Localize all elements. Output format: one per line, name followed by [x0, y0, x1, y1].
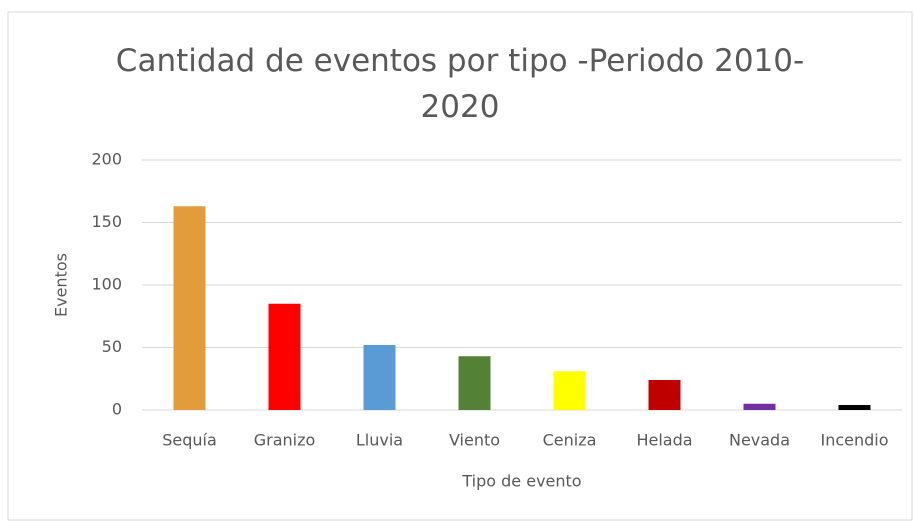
bar	[553, 371, 586, 410]
y-tick-label: 0	[112, 400, 122, 419]
bar	[458, 356, 491, 410]
y-tick-label: 50	[102, 337, 122, 356]
y-tick-label: 100	[91, 275, 122, 294]
chart-title: Cantidad de eventos por tipo -Periodo 20…	[115, 43, 805, 125]
bar	[838, 405, 871, 410]
x-tick-label: Nevada	[729, 431, 790, 450]
x-tick-label: Viento	[449, 431, 500, 450]
y-axis-label: Eventos	[52, 253, 71, 317]
bar	[173, 206, 206, 410]
x-tick-label: Ceniza	[543, 431, 597, 450]
x-tick-label: Helada	[636, 431, 692, 450]
x-tick-label: Lluvia	[356, 431, 403, 450]
bar	[363, 345, 396, 410]
x-tick-label: Incendio	[820, 431, 888, 450]
y-tick-label: 150	[91, 212, 122, 231]
x-axis-label: Tipo de evento	[461, 472, 581, 491]
chart-border	[7, 11, 913, 521]
bar	[268, 303, 301, 410]
bar	[743, 403, 776, 410]
bar	[648, 380, 681, 410]
y-tick-label: 200	[91, 150, 122, 169]
x-tick-label: Sequía	[162, 431, 217, 450]
x-tick-label: Granizo	[254, 431, 316, 450]
